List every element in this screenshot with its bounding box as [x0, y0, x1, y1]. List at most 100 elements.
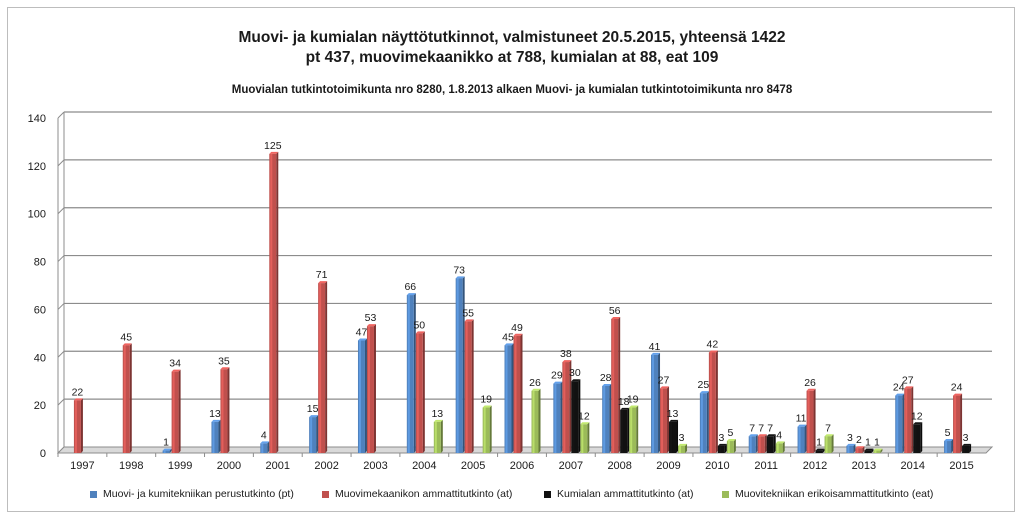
data-label: 15: [307, 403, 319, 415]
bar: [415, 333, 423, 453]
bar-side: [636, 405, 639, 453]
bar-top: [211, 419, 221, 422]
chart-title-line-1: Muovi- ja kumialan näyttötutkinnot, valm…: [238, 29, 786, 46]
bar: [824, 436, 832, 453]
bar: [366, 326, 374, 453]
bar-top: [504, 343, 514, 346]
data-label: 1: [816, 437, 822, 449]
x-tick-label: 2000: [217, 460, 241, 472]
bar-top: [433, 419, 443, 422]
bar-side: [880, 448, 883, 453]
legend-item: Muovitekniikan erikoisammattitutkinto (e…: [722, 488, 933, 500]
bar-top: [580, 422, 590, 425]
bar-highlight: [367, 326, 370, 453]
bar-side: [227, 367, 230, 453]
x-tick-label: 2009: [656, 460, 680, 472]
bar-top: [873, 448, 883, 451]
bar-top: [357, 338, 367, 341]
bar: [629, 407, 637, 453]
bar-top: [953, 393, 963, 396]
gridline-depth: [57, 207, 65, 215]
bar: [357, 340, 365, 453]
bar: [717, 445, 725, 453]
bar: [726, 441, 734, 453]
data-label: 5: [727, 427, 733, 439]
bar: [953, 395, 961, 453]
bar-side: [569, 360, 572, 453]
bar-side: [325, 281, 328, 453]
bar: [962, 445, 970, 453]
plot-area: [64, 112, 992, 447]
data-label: 30: [569, 367, 581, 379]
bar-top: [962, 443, 972, 446]
x-tick-label: 2010: [705, 460, 729, 472]
bar: [651, 354, 659, 453]
bar-side: [831, 434, 834, 453]
gridline-depth: [57, 303, 65, 310]
bar: [873, 450, 881, 453]
bar-side: [560, 381, 563, 453]
data-label: 3: [718, 432, 724, 444]
bar-top: [904, 386, 914, 389]
bar-side: [911, 386, 914, 453]
bar-top: [757, 434, 767, 437]
bar-highlight: [358, 340, 361, 453]
bar-side: [267, 441, 270, 453]
data-label: 47: [356, 327, 368, 339]
bar: [171, 371, 179, 453]
bar-top: [482, 405, 492, 408]
legend-label: Kumialan ammattitutkinto (at): [557, 488, 694, 500]
bar: [699, 393, 707, 453]
x-tick-label: 2005: [461, 460, 485, 472]
y-tick-label: 0: [40, 448, 46, 460]
bar-highlight: [727, 441, 730, 453]
bar: [678, 445, 686, 453]
data-label: 3: [963, 432, 969, 444]
chart-subtitle: Muovialan tutkintotoimikunta nro 8280, 1…: [231, 84, 793, 96]
data-label: 1: [163, 437, 169, 449]
bar-highlight: [483, 407, 486, 453]
bar: [766, 436, 774, 453]
bar-highlight: [670, 421, 673, 453]
data-label: 45: [120, 331, 132, 343]
bar-side: [520, 333, 523, 453]
data-label: 7: [749, 422, 755, 434]
y-tick-label: 40: [34, 352, 46, 364]
bar-top: [797, 424, 807, 427]
bar-top: [717, 443, 727, 446]
bar: [904, 388, 912, 453]
legend-label: Muovi- ja kumitekniikan perustutkinto (p…: [103, 488, 294, 500]
bar-side: [960, 393, 963, 453]
bar: [806, 390, 814, 453]
bar: [895, 395, 903, 453]
bar-top: [699, 391, 709, 394]
y-tick-label: 60: [34, 304, 46, 316]
data-label: 5: [945, 427, 951, 439]
bar-highlight: [807, 390, 810, 453]
bar: [464, 321, 472, 453]
bar: [513, 335, 521, 453]
y-tick-label: 120: [28, 161, 46, 173]
bar: [660, 388, 668, 453]
bar-highlight: [310, 417, 313, 453]
data-label: 56: [609, 305, 621, 317]
bar-side: [373, 324, 376, 453]
bar-side: [853, 443, 856, 453]
bar-side: [178, 369, 181, 453]
bar-highlight: [221, 369, 224, 453]
data-label: 71: [316, 269, 328, 281]
bar-top: [806, 388, 816, 391]
bar-side: [80, 398, 83, 453]
bar: [220, 369, 228, 453]
bar: [757, 436, 765, 453]
data-label: 49: [511, 322, 523, 334]
bar-side: [902, 393, 905, 453]
bar-top: [562, 360, 572, 363]
bar-top: [309, 415, 319, 418]
gridline-depth: [57, 111, 65, 119]
bar-side: [658, 352, 661, 453]
bar: [571, 381, 579, 453]
bar-top: [318, 281, 328, 284]
bar-highlight: [758, 436, 761, 453]
data-label: 13: [209, 408, 221, 420]
